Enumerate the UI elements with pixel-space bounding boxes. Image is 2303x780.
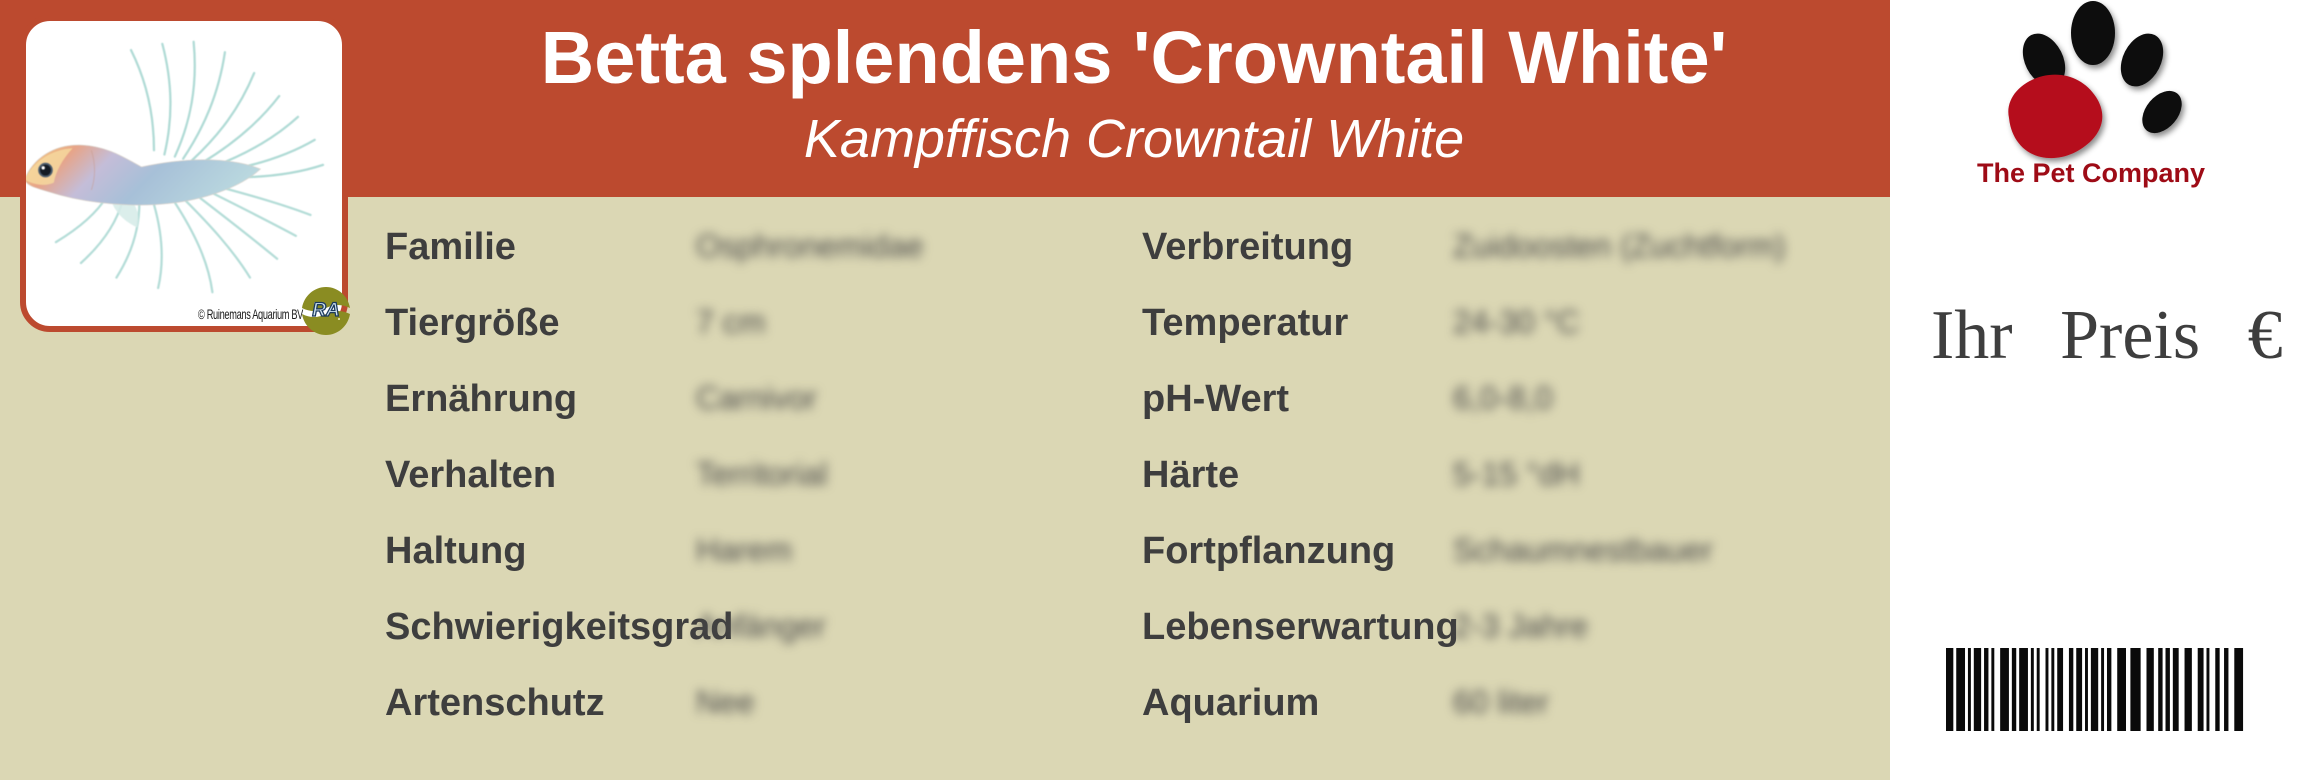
svg-text:RA: RA bbox=[312, 300, 339, 321]
svg-text:The Pet Company: The Pet Company bbox=[1977, 158, 2205, 188]
